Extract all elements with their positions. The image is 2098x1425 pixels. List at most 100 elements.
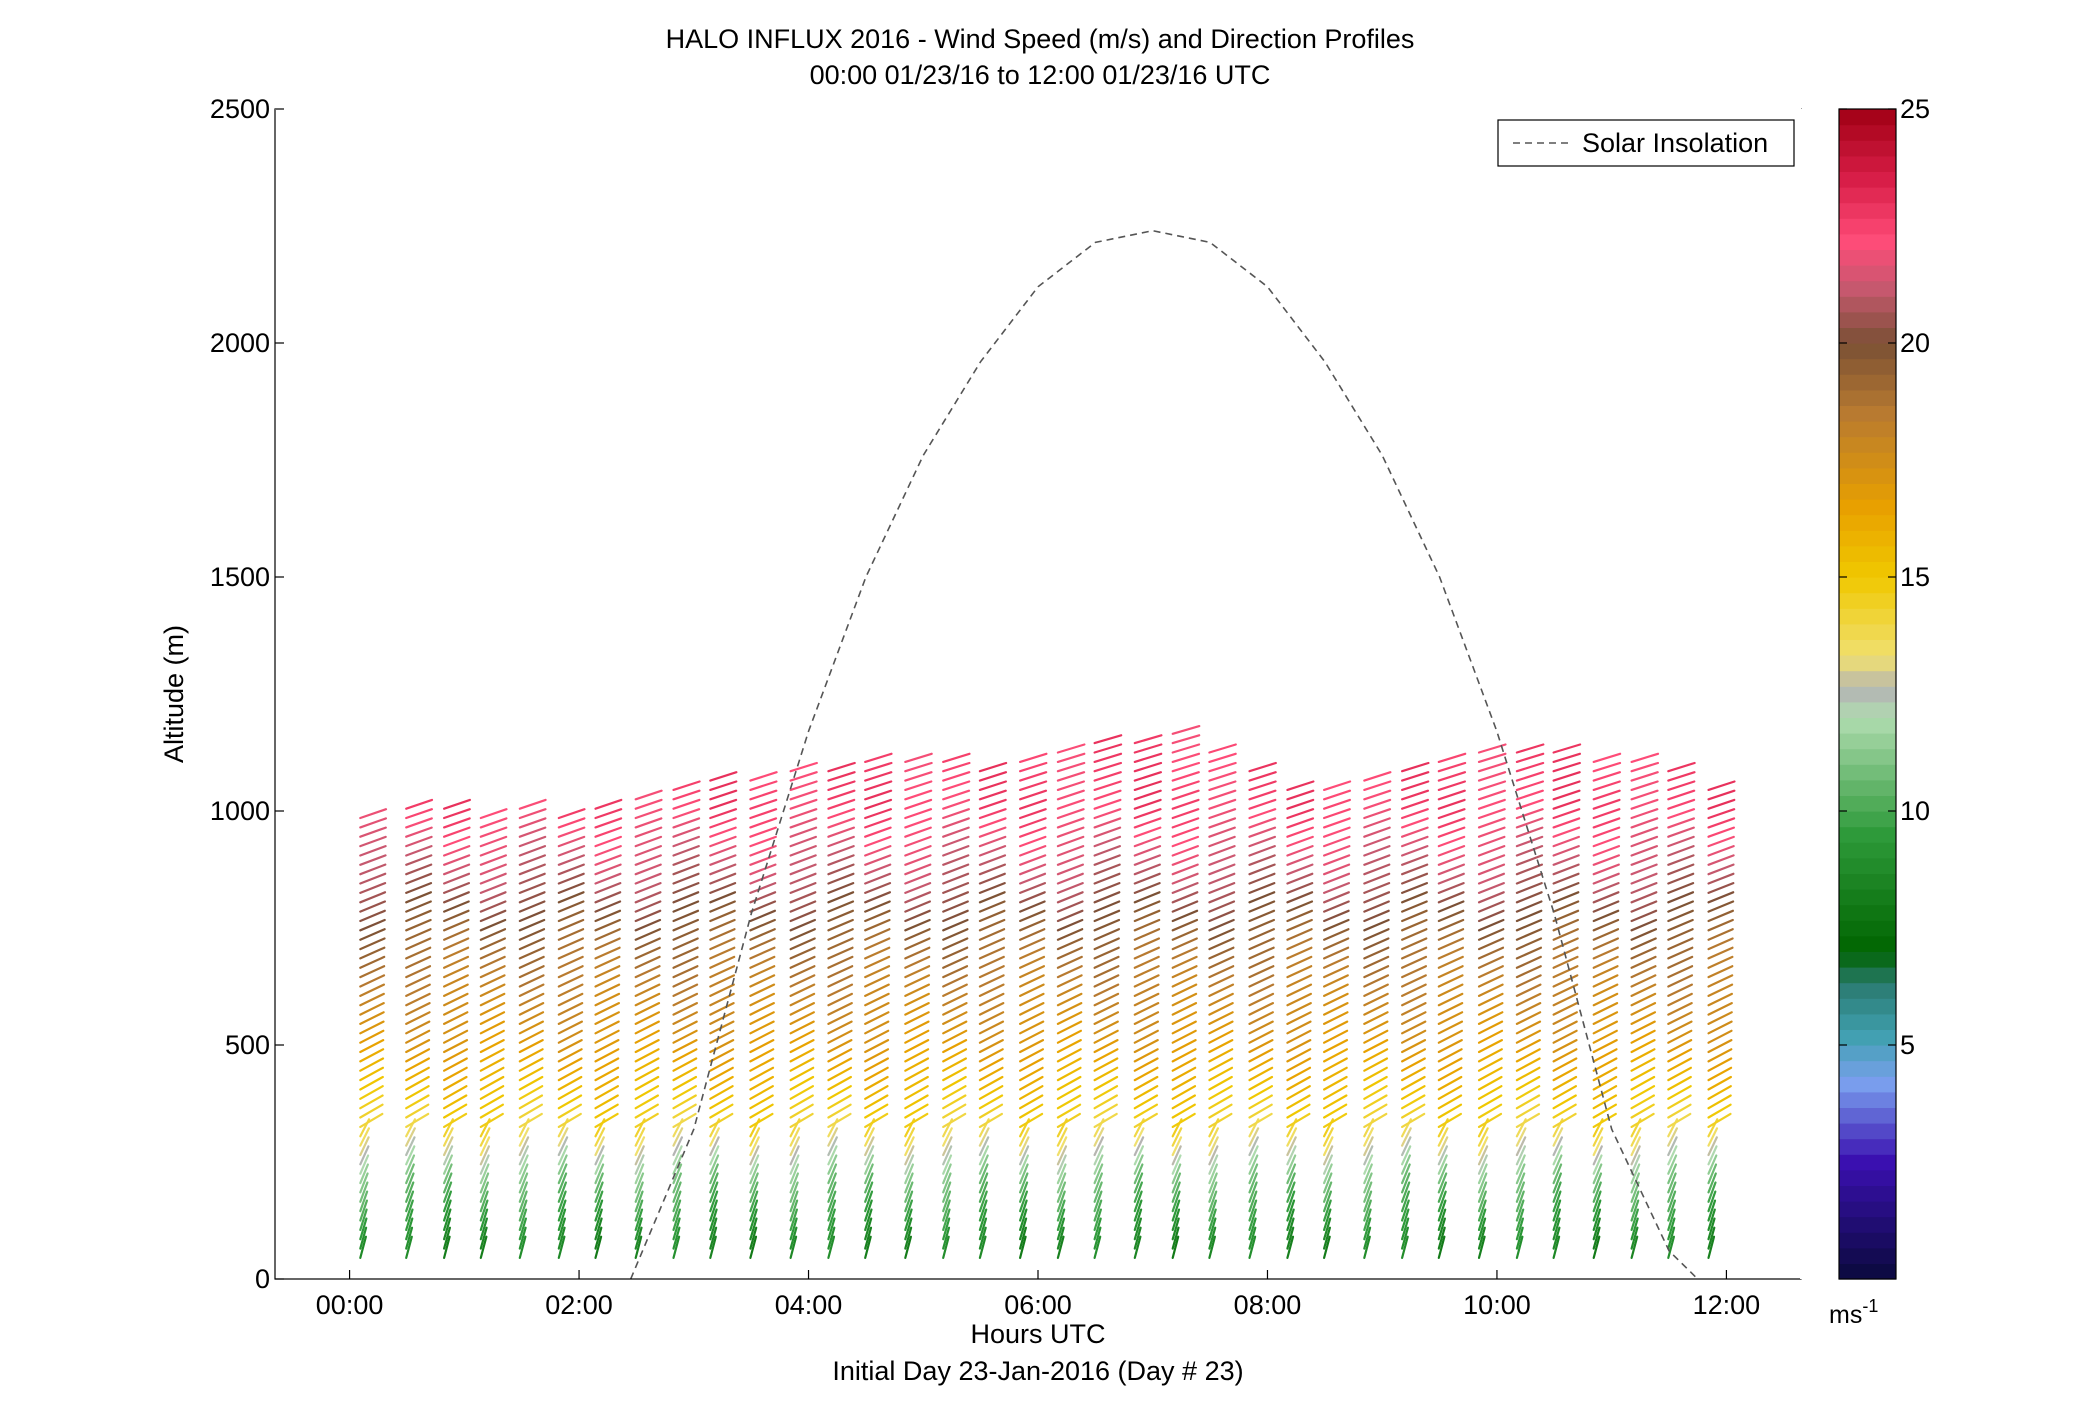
wind-barb: [594, 835, 623, 848]
wind-barb: [789, 854, 817, 866]
wind-barb: [1630, 1226, 1639, 1250]
wind-barb: [1400, 1038, 1427, 1054]
wind-barb: [749, 854, 777, 866]
wind-barb: [634, 983, 661, 998]
wind-barb: [1171, 1066, 1197, 1082]
wind-barb: [1133, 789, 1162, 801]
wind-barb: [518, 826, 547, 838]
wind-barb: [1552, 955, 1579, 969]
wind-barb: [1592, 826, 1621, 838]
wind-barb: [1056, 1085, 1082, 1100]
wind-barb: [1363, 965, 1390, 979]
wind-barb: [1667, 1235, 1676, 1260]
wind-barb: [1400, 1029, 1427, 1044]
wind-barb: [1208, 808, 1237, 820]
wind-barb: [594, 1011, 620, 1026]
wind-barb: [557, 1208, 567, 1232]
colorbar-band: [1839, 249, 1896, 266]
wind-barb: [1018, 983, 1045, 998]
wind-barb: [1018, 1038, 1045, 1054]
wind-barb: [1208, 1127, 1220, 1147]
wind-barb: [1363, 1066, 1388, 1082]
wind-barb: [789, 1048, 815, 1063]
wind-barb: [634, 854, 662, 866]
wind-barb: [405, 1029, 431, 1044]
wind-barb: [1707, 1226, 1716, 1250]
wind-barb: [594, 1154, 605, 1175]
wind-barb: [405, 1163, 415, 1185]
wind-barb: [789, 918, 817, 932]
wind-barb: [1667, 1208, 1676, 1232]
wind-barb: [405, 1190, 415, 1213]
wind-barb: [1552, 1217, 1561, 1241]
wind-barb: [1667, 1075, 1692, 1091]
wind-barb: [594, 928, 621, 941]
wind-barb: [864, 965, 891, 979]
wind-barb: [978, 937, 1006, 951]
wind-barb: [864, 1172, 874, 1194]
wind-barb: [1171, 1181, 1181, 1203]
legend: Solar Insolation: [1497, 119, 1795, 167]
wind-barb: [1208, 1094, 1233, 1110]
wind-barb: [978, 900, 1006, 913]
wind-barb: [1552, 1112, 1577, 1129]
colorbar-band: [1839, 155, 1896, 172]
wind-barb: [1592, 1226, 1601, 1250]
wind-barb: [557, 1029, 583, 1044]
wind-barb: [672, 1020, 698, 1035]
wind-barb: [709, 1145, 720, 1166]
wind-barb: [1056, 1226, 1065, 1250]
wind-barb: [634, 1075, 660, 1091]
wind-barb: [1630, 1235, 1639, 1260]
wind-barb: [827, 928, 854, 941]
footer-label: Initial Day 23-Jan-2016 (Day # 23): [832, 1356, 1243, 1386]
wind-barb: [672, 835, 701, 848]
wind-barb: [1171, 992, 1198, 1007]
wind-barb: [1477, 1217, 1487, 1241]
colorbar-band: [1839, 998, 1896, 1015]
wind-barb: [827, 1199, 837, 1222]
wind-barb: [1667, 1020, 1693, 1035]
wind-barb: [1437, 1163, 1448, 1185]
wind-barb: [672, 1145, 683, 1166]
wind-barb: [1133, 817, 1162, 829]
wind-barb: [942, 937, 969, 951]
wind-barb: [1400, 946, 1428, 960]
wind-barb: [1592, 1011, 1619, 1026]
wind-barb: [1286, 1235, 1295, 1260]
wind-barb: [749, 1011, 775, 1026]
wind-barb: [1133, 743, 1163, 754]
wind-barb: [443, 1172, 453, 1194]
wind-barb: [1515, 835, 1544, 848]
wind-barb: [1322, 798, 1352, 810]
wind-barb: [978, 1029, 1005, 1044]
wind-barb: [1592, 789, 1621, 801]
wind-barb: [1400, 1199, 1410, 1222]
wind-barb: [443, 1190, 452, 1213]
wind-barb: [1592, 1235, 1601, 1260]
wind-barb: [1133, 1226, 1142, 1250]
wind-barb: [1363, 955, 1390, 969]
wind-barb: [672, 900, 700, 913]
wind-barb: [405, 1112, 430, 1129]
wind-barb: [1707, 854, 1735, 866]
wind-barb: [1437, 974, 1464, 988]
wind-barb: [1286, 1145, 1297, 1166]
wind-barb: [359, 955, 386, 969]
wind-barb: [594, 1199, 604, 1222]
wind-barb: [518, 983, 545, 998]
wind-barb: [1208, 761, 1237, 773]
wind-barb: [1322, 808, 1351, 820]
wind-barb: [978, 965, 1005, 979]
wind-barb: [978, 863, 1007, 876]
wind-barb: [978, 817, 1007, 829]
wind-barb: [557, 808, 586, 820]
wind-barb: [1171, 1001, 1198, 1016]
wind-barb: [1248, 955, 1275, 969]
colorbar-band: [1839, 530, 1896, 547]
wind-barb: [978, 891, 1006, 904]
wind-barb: [1322, 863, 1351, 876]
wind-barb: [1322, 1199, 1332, 1222]
wind-barb: [978, 1172, 989, 1194]
wind-barb: [1171, 1112, 1196, 1129]
